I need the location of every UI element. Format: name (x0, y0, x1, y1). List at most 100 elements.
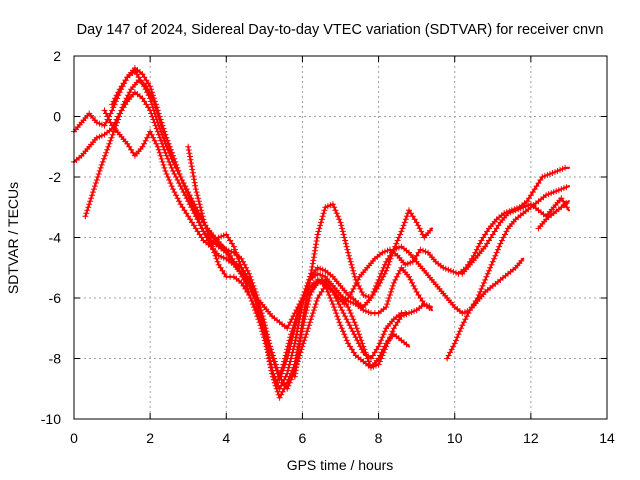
data-point-marker (402, 310, 409, 317)
data-point-marker (482, 276, 489, 283)
data-point-marker (104, 146, 111, 153)
data-point-marker (389, 328, 396, 335)
data-point-marker (388, 331, 395, 338)
data-point-marker (272, 382, 279, 389)
x-tick-label: 2 (146, 430, 154, 446)
data-point-marker (563, 184, 570, 191)
data-point-marker (373, 362, 379, 369)
data-point-marker (307, 276, 313, 283)
data-point-marker (458, 325, 465, 332)
data-point-marker (294, 316, 301, 323)
data-point-marker (253, 307, 260, 314)
data-point-marker (340, 231, 347, 238)
data-point-marker (390, 325, 397, 332)
data-point-marker (190, 173, 197, 180)
series-track-9 (459, 195, 571, 277)
data-point-marker (301, 309, 308, 316)
x-tick-label: 14 (599, 430, 615, 446)
data-point-marker (342, 334, 349, 341)
data-point-marker (272, 361, 279, 368)
data-point-marker (299, 343, 306, 350)
data-point-marker (267, 343, 274, 350)
data-point-marker (304, 328, 311, 335)
data-point-marker (284, 370, 291, 377)
data-point-marker (239, 267, 246, 274)
data-point-marker (148, 98, 155, 105)
data-point-marker (186, 150, 193, 157)
data-point-marker (396, 316, 403, 323)
data-point-marker (463, 313, 470, 320)
data-point-marker (273, 364, 280, 371)
data-point-marker (155, 122, 162, 129)
data-point-marker (195, 195, 202, 202)
data-point-marker (388, 285, 395, 292)
data-point-marker (375, 343, 382, 350)
data-point-marker (193, 189, 200, 196)
data-point-marker (116, 113, 123, 120)
data-point-marker (383, 304, 390, 311)
data-point-marker (285, 349, 292, 356)
data-point-marker (385, 261, 392, 268)
data-point-marker (329, 301, 336, 308)
data-point-marker (288, 316, 295, 323)
data-point-marker (299, 319, 306, 326)
data-point-marker (261, 325, 268, 332)
data-point-marker (89, 192, 96, 199)
data-point-marker (319, 272, 326, 279)
data-point-marker (201, 219, 208, 226)
data-point-marker (525, 202, 532, 209)
data-point-marker (380, 349, 387, 356)
data-point-marker (276, 385, 283, 392)
data-point-marker (332, 307, 339, 314)
data-point-marker (494, 246, 501, 253)
data-point-marker (189, 166, 196, 173)
data-point-marker (257, 316, 264, 323)
data-point-marker (413, 252, 420, 259)
data-point-marker (312, 301, 319, 308)
data-point-marker (235, 255, 242, 262)
series-track-8 (444, 257, 525, 362)
data-point-marker (558, 186, 565, 193)
data-point-marker (208, 240, 215, 247)
data-point-marker (286, 346, 293, 353)
data-point-marker (305, 325, 312, 332)
data-point-marker (348, 313, 355, 320)
data-point-marker (331, 304, 337, 311)
data-point-marker (491, 255, 498, 262)
data-point-marker (209, 243, 216, 250)
data-point-marker (98, 132, 105, 139)
data-point-marker (451, 340, 458, 347)
data-point-marker (155, 146, 162, 153)
data-point-marker (150, 104, 156, 111)
data-point-marker (249, 288, 256, 295)
data-point-marker (156, 125, 163, 132)
data-point-marker (314, 234, 321, 241)
data-point-marker (300, 315, 306, 322)
data-point-marker (200, 216, 207, 223)
data-point-marker (379, 334, 386, 341)
data-point-marker (397, 231, 404, 238)
data-point-marker (118, 107, 125, 114)
data-point-marker (335, 213, 341, 220)
data-point-marker (442, 265, 449, 272)
data-point-marker (480, 279, 487, 286)
data-point-marker (187, 216, 194, 223)
data-point-marker (304, 289, 311, 296)
data-point-marker (162, 168, 169, 174)
data-point-marker (93, 119, 100, 126)
data-point-marker (484, 240, 491, 247)
data-point-marker (375, 361, 382, 368)
data-point-marker (329, 288, 336, 295)
data-point-marker (302, 334, 309, 341)
data-point-marker (311, 304, 318, 311)
data-point-marker (198, 207, 205, 214)
data-point-marker (349, 264, 356, 271)
data-point-marker (156, 149, 163, 156)
data-point-marker (488, 261, 495, 268)
data-point-marker (403, 213, 410, 220)
y-tick-labels: 2 0 -2 -4 -6 -8 -10 (41, 48, 61, 427)
data-point-marker (197, 204, 204, 211)
data-point-marker (346, 252, 352, 259)
data-point-marker (411, 216, 418, 223)
